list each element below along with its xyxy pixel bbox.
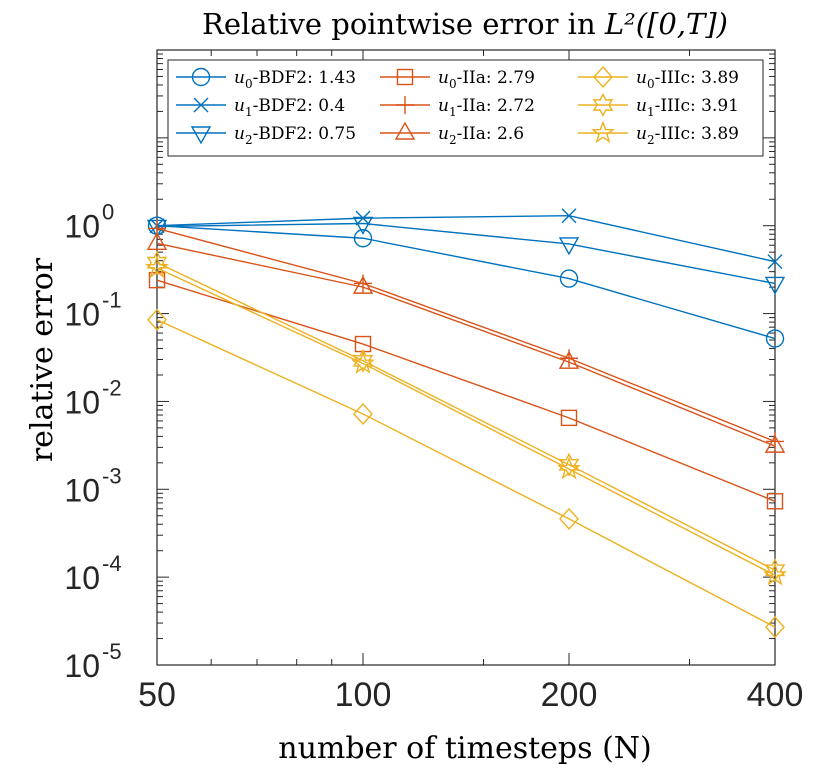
data-point	[764, 276, 786, 295]
legend-label: u0-IIa: 2.79	[438, 68, 535, 91]
x-tick-label: 400	[747, 676, 804, 714]
data-point	[767, 254, 783, 270]
legend-label: u2-BDF2: 0.75	[234, 124, 356, 147]
data-point	[559, 507, 579, 530]
y-tick-label: 10	[64, 297, 100, 333]
legend-item: u0-IIa: 2.79	[380, 68, 535, 91]
data-point	[557, 456, 581, 480]
legend-marker	[591, 120, 615, 144]
legend-item: u2-IIa: 2.6	[380, 121, 524, 147]
legend-label: u2-IIIc: 3.89	[636, 124, 739, 147]
legend: u0-BDF2: 1.43 u1-BDF2: 0.4 u2-BDF2: 0.75 u0…	[167, 59, 764, 157]
data-point	[766, 493, 784, 510]
legend-box	[167, 59, 764, 157]
series-line	[156, 267, 776, 576]
data-point	[352, 348, 374, 373]
y-tick-exponent: -5	[102, 639, 122, 664]
y-axis-label: relative error	[25, 257, 60, 462]
data-point	[559, 269, 579, 288]
data-point	[353, 229, 373, 248]
chart-title: Relative pointwise error in L²([0,T])	[202, 7, 728, 41]
data-point	[145, 255, 169, 279]
series-u2-BDF2	[146, 216, 786, 295]
series-line	[156, 214, 776, 263]
x-tick-label: 50	[138, 676, 176, 714]
legend-marker	[396, 96, 414, 114]
series-line	[156, 225, 776, 340]
data-point	[763, 562, 787, 586]
data-point	[146, 231, 168, 251]
y-tick-exponent: -1	[102, 288, 122, 313]
data-point	[561, 208, 577, 224]
legend-item: u0-IIIc: 3.89	[578, 65, 739, 91]
legend-label: u1-IIIc: 3.91	[636, 96, 739, 119]
data-point	[351, 350, 375, 374]
y-tick-label: 10	[64, 560, 100, 596]
legend-marker	[193, 97, 209, 113]
y-tick-label: 10	[64, 209, 100, 245]
legend-item: u2-IIIc: 3.89	[578, 120, 739, 147]
data-point	[764, 558, 786, 583]
series-u2-IIIc	[145, 255, 787, 586]
legend-item: u2-BDF2: 0.75	[176, 124, 356, 147]
y-tick-label: 10	[64, 384, 100, 420]
legend-item: u1-BDF2: 0.4	[176, 96, 345, 119]
data-point	[352, 275, 374, 294]
series-u2-IIa	[146, 231, 786, 453]
legend-marker	[394, 121, 416, 140]
data-point	[558, 350, 580, 369]
data-point	[352, 216, 374, 235]
series-line	[156, 227, 776, 443]
legend-marker	[593, 65, 613, 89]
legend-marker	[396, 68, 414, 86]
legend-marker	[190, 126, 212, 145]
legend-item: u0-BDF2: 1.43	[176, 67, 356, 91]
x-axis-label: number of timesteps (N)	[278, 731, 651, 766]
data-point	[558, 237, 580, 256]
legend-item: u1-IIa: 2.72	[380, 96, 535, 119]
y-tick-label: 10	[64, 648, 100, 684]
y-tick-label: 10	[64, 472, 100, 508]
y-tick-exponent: -3	[102, 463, 122, 488]
data-point	[353, 402, 373, 426]
series-line	[156, 261, 776, 571]
series-u0-IIIc	[147, 308, 785, 639]
y-tick-exponent: -4	[102, 551, 122, 576]
x-tick-label: 200	[541, 676, 598, 714]
series-layer	[145, 208, 787, 639]
chart-title-text: Relative pointwise error in	[202, 7, 596, 41]
legend-label: u2-IIa: 2.6	[438, 124, 524, 147]
series-line	[156, 242, 776, 447]
x-tick-label: 100	[335, 676, 392, 714]
legend-label: u0-BDF2: 1.43	[234, 68, 356, 91]
y-tick-exponent: -2	[102, 375, 122, 400]
data-point	[558, 452, 580, 477]
legend-marker	[191, 67, 211, 87]
data-point	[765, 329, 785, 348]
y-tick-exponent: 0	[102, 200, 114, 225]
legend-marker	[592, 93, 614, 117]
legend-label: u0-IIIc: 3.89	[636, 68, 739, 91]
data-point	[560, 409, 578, 427]
series-line	[156, 222, 776, 285]
legend-item: u1-IIIc: 3.91	[578, 93, 739, 119]
chart-title-math: L²([0,T])	[604, 7, 728, 41]
legend-label: u1-BDF2: 0.4	[234, 96, 345, 119]
series-line	[156, 319, 776, 628]
legend-label: u1-IIa: 2.72	[438, 96, 535, 119]
data-point	[764, 434, 786, 453]
axis-ticks	[156, 50, 776, 666]
data-point	[147, 308, 167, 331]
data-point	[765, 616, 785, 639]
